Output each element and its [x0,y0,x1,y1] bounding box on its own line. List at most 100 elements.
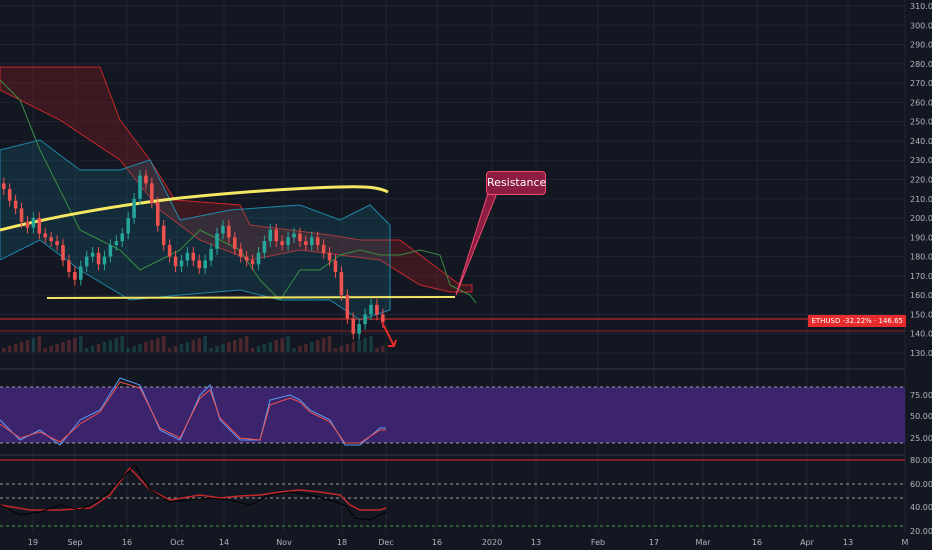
volume-bar [25,340,30,352]
candle-body [156,202,160,226]
candle [73,266,77,352]
volume-bar [144,342,148,352]
volume-bar [250,348,255,352]
candle-body [221,225,225,234]
candle-body [73,272,77,280]
date-tick-label: Mar [695,538,711,547]
candle [292,227,296,352]
rsi-pane [0,459,905,527]
volume-bar [96,344,101,352]
candle-body [262,241,267,253]
volume-bar [185,342,190,352]
candle [179,254,184,352]
volume-bar [179,344,184,352]
volume-bar [132,346,136,352]
volume-bar [90,346,95,352]
date-tick-label: 13 [843,538,853,547]
volume-bar [84,348,89,352]
volume-bar [315,340,320,352]
candle-body [31,218,36,228]
date-tick-label: 13 [531,538,541,547]
candle [138,169,142,352]
price-tick-label: 260.00 [910,98,932,107]
price-tick-label: 130.00 [910,349,932,358]
volume-bar [173,346,178,352]
candle [321,239,326,352]
candle-body [321,245,326,253]
candle [173,250,178,352]
candle [67,254,71,352]
candle-body [79,266,83,280]
rsi-line [0,466,387,511]
candle [49,231,53,352]
candle [31,212,36,352]
date-tick-label: 16 [752,538,762,547]
date-axis: 19 Sep 16 Oct 14 Nov 18 Dec 16 2020 13 Feb 17 Mar 16 Ap… [28,538,909,547]
candle-body [363,314,367,325]
rsi-tick-label: 80.00 [910,456,932,465]
candle [233,231,237,352]
price-tick-label: 250.00 [910,118,932,127]
volume-bar [102,342,107,352]
candle-body [144,175,148,184]
price-tick-label: 140.00 [910,330,932,339]
stochastic-k [0,377,386,446]
date-tick-label: Dec [378,538,393,547]
candle [369,299,373,352]
volume-bar [256,346,261,352]
candle [209,243,213,352]
price-tick-label: 270.00 [910,79,932,88]
volume-bar [150,340,154,352]
candle [227,219,231,352]
volume-bar [339,346,344,352]
candle [256,246,261,352]
volume-bar [233,340,237,352]
candle [310,231,314,352]
candle [79,260,83,352]
stochastic-pane [0,377,905,446]
candle-body [286,237,290,246]
candle-body [43,233,48,238]
candle-body [197,260,202,269]
rsi-tick-label: 60.00 [910,480,932,489]
candle-body [375,304,379,315]
date-tick-label: Sep [67,538,82,547]
volume-bar [363,338,367,352]
candle [280,235,284,352]
candle [345,289,350,352]
volume-bar [244,336,249,352]
volume-bar [19,342,24,352]
candle-body [268,229,273,242]
candle [262,235,267,352]
date-tick-label: 16 [122,538,132,547]
volume-bar [357,340,361,352]
candle-body [179,260,184,267]
volume-bar [161,336,166,352]
candle-body [209,248,213,261]
price-tick-label: 290.00 [910,41,932,50]
candle [221,219,225,352]
candle-body [292,233,296,238]
volume-bar [37,336,42,352]
candle-body [90,252,95,257]
candle [90,246,95,352]
resistance-callout[interactable]: Resistance [486,171,546,195]
candle [351,312,356,352]
support-line [46,296,456,299]
volume-bar [61,342,65,352]
volume-bar [327,336,332,352]
volume-bar [13,344,18,352]
candle-body [161,225,166,246]
candle-body [25,221,30,228]
candle [126,212,130,352]
candle-body [102,256,107,265]
candle [375,299,379,352]
price-tick-label: 160.00 [910,291,932,300]
candle [238,243,243,352]
date-tick-label: Oct [170,538,184,547]
candle-body [327,252,332,261]
candle [55,235,59,352]
candle [150,177,154,352]
price-tick-label: 280.00 [910,60,932,69]
